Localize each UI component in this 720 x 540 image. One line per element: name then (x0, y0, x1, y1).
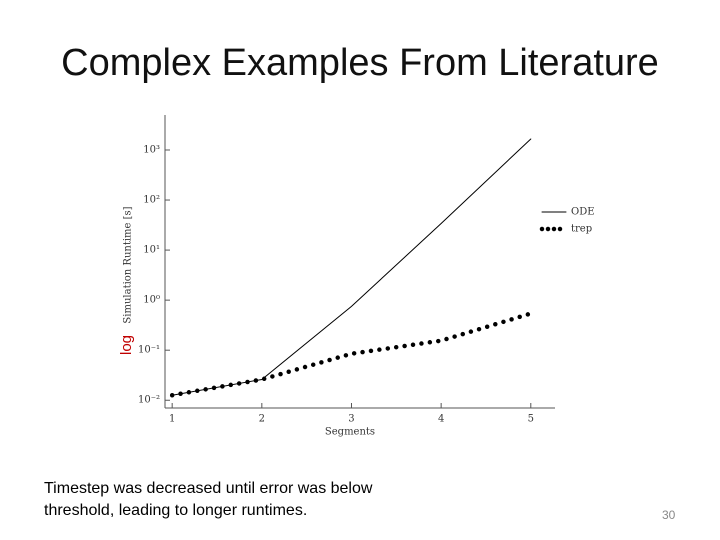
x-tick-label: 2 (259, 414, 265, 425)
caption: Timestep was decreased until error was b… (44, 480, 373, 519)
slide-title: Complex Examples From Literature (61, 42, 659, 84)
y-tick-label: 10¹ (143, 245, 160, 256)
legend-label: trep (571, 224, 592, 235)
y-axis-label: Simulation Runtime [s] (123, 206, 134, 323)
x-tick-label: 5 (528, 414, 534, 425)
page-number: 30 (662, 508, 676, 522)
y-tick-label: 10⁻¹ (138, 345, 160, 356)
y-tick-label: 10⁻² (138, 395, 160, 406)
y-tick-label: 10² (143, 195, 160, 206)
y-tick-label: 10³ (143, 144, 160, 155)
x-tick-label: 3 (348, 414, 354, 425)
y-tick-label: 10⁰ (143, 295, 160, 306)
series-line (171, 138, 532, 396)
series-line (169, 311, 534, 398)
x-axis-label: Segments (325, 427, 375, 438)
x-tick-label: 1 (169, 414, 175, 425)
annotation: log (118, 335, 135, 355)
legend-label: ODE (571, 207, 595, 218)
x-tick-label: 4 (438, 414, 444, 425)
